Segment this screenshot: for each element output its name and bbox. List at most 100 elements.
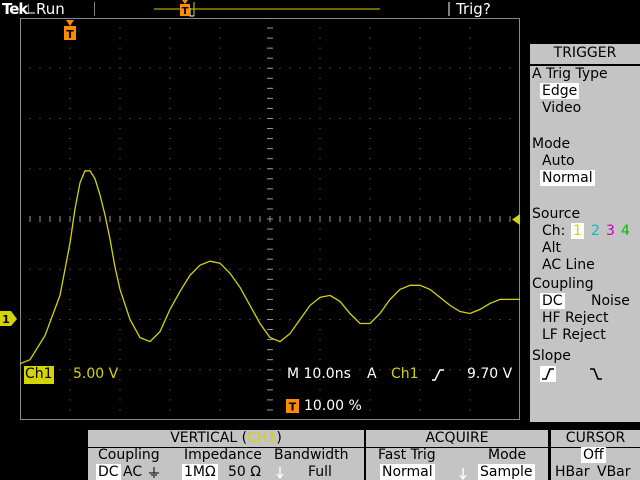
vertical-coupling-ac[interactable]: AC (123, 464, 143, 480)
impedance-button[interactable]: Impedance 1MΩ 50 Ω (180, 447, 272, 480)
slope-rising-option[interactable] (540, 366, 556, 382)
source-channel-1[interactable]: 1 (571, 223, 584, 239)
grid-dot (329, 369, 331, 371)
slope-label: Slope (532, 348, 571, 364)
mode-option-auto[interactable]: Auto (542, 153, 575, 169)
grid-dot (419, 57, 421, 59)
grid-dot (469, 37, 471, 39)
grid-dot (369, 67, 371, 69)
trig-type-option-edge[interactable]: Edge (540, 83, 580, 99)
grid-dot (219, 148, 221, 150)
source-button[interactable]: Source Ch: 1 2 3 4 Alt AC Line (530, 206, 640, 276)
trig-type-label: A Trig Type (532, 66, 608, 82)
trigger-position-readout-icon: T (286, 399, 299, 414)
grid-dot (429, 118, 431, 119)
grid-dot (469, 298, 471, 300)
grid-dot (449, 268, 451, 270)
vertical-coupling-label: Coupling (98, 447, 160, 463)
grid-dot (289, 118, 291, 119)
grid-dot (429, 168, 431, 170)
grid-dot (129, 168, 131, 170)
trig-type-option-video[interactable]: Video (542, 100, 582, 116)
trigger-position-glyph: T (66, 28, 74, 41)
grid-dot (149, 268, 151, 270)
grid-dot (419, 399, 421, 401)
grid-dot (119, 258, 121, 260)
impedance-50[interactable]: 50 Ω (228, 464, 261, 480)
grid-dot (329, 319, 331, 320)
grid-dot (439, 268, 441, 270)
waveform-display[interactable] (20, 18, 520, 420)
cursor-menu-title: CURSOR (565, 430, 626, 446)
grid-dot (169, 288, 171, 290)
grid-dot (279, 268, 281, 270)
grid-dot (319, 148, 321, 150)
trigger-position-marker[interactable]: T (63, 20, 77, 42)
source-channel-3[interactable]: 3 (606, 223, 615, 239)
grid-dot (169, 87, 171, 89)
grid-dot (179, 118, 181, 119)
ch1-ground-marker[interactable]: 1 (0, 311, 18, 327)
grid-dot (459, 319, 461, 320)
grid-dot (419, 178, 421, 180)
coupling-option-hf-reject[interactable]: HF Reject (542, 310, 609, 326)
grid-dot (119, 208, 121, 210)
grid-dot (219, 278, 221, 280)
grid-dot (369, 288, 371, 290)
grid-dot (179, 369, 181, 371)
grid-dot (469, 198, 471, 200)
svg-text:T: T (289, 401, 297, 414)
source-channel-4[interactable]: 4 (621, 223, 630, 239)
grid-dot (319, 359, 321, 361)
timebase-readout: M 10.0ns (287, 366, 351, 382)
grid-dot (20, 118, 21, 119)
coupling-option-lf-reject[interactable]: LF Reject (542, 327, 606, 343)
grid-dot (389, 268, 391, 270)
slope-button[interactable]: Slope (530, 346, 640, 422)
grid-dot (169, 138, 171, 140)
grid-dot (409, 67, 411, 69)
top-status-bar: Tek Run T Trig? (0, 0, 640, 18)
grid-dot (459, 268, 461, 270)
mode-button[interactable]: Mode Auto Normal (530, 136, 640, 206)
grid-dot (69, 148, 71, 150)
grid-dot (149, 369, 151, 371)
mode-option-normal[interactable]: Normal (540, 170, 595, 186)
bandwidth-button[interactable]: Bandwidth Full (272, 447, 364, 480)
grid-dot (219, 107, 221, 109)
impedance-1m[interactable]: 1MΩ (182, 464, 218, 480)
source-option-alt[interactable]: Alt (542, 240, 561, 256)
cursor-hbar[interactable]: HBar (555, 464, 590, 480)
grid-dot (369, 37, 371, 39)
grid-dot (449, 319, 451, 320)
grid-dot (149, 67, 151, 69)
grid-dot (509, 118, 511, 119)
grid-dot (469, 399, 471, 401)
trigger-level-marker[interactable] (511, 214, 521, 226)
grid-dot (369, 369, 371, 371)
grid-dot (319, 288, 321, 290)
coupling-option-dc[interactable]: DC (540, 293, 565, 309)
grid-dot (119, 399, 121, 401)
grid-dot (169, 178, 171, 180)
coupling-button[interactable]: Coupling DC Noise HF Reject LF Reject (530, 276, 640, 346)
grid-dot (319, 37, 321, 39)
vertical-coupling-dc[interactable]: DC (96, 464, 121, 480)
fast-trig-button[interactable]: Fast Trig Normal (374, 447, 458, 480)
ch1-readout-label[interactable]: Ch1 (24, 366, 54, 384)
grid-dot (219, 399, 221, 401)
grid-dot (69, 349, 71, 351)
vertical-coupling-button[interactable]: Coupling DC AC (92, 447, 180, 480)
coupling-option-noise[interactable]: Noise (591, 293, 630, 309)
grid-dot (419, 168, 421, 170)
trig-type-button[interactable]: A Trig Type Edge Video (530, 66, 640, 136)
cursor-button[interactable]: Off HBar VBar (551, 447, 640, 480)
source-option-ac-line[interactable]: AC Line (542, 257, 595, 273)
grid-dot (429, 268, 431, 270)
grid-dot (219, 87, 221, 89)
ground-coupling-icon (149, 467, 159, 478)
acquire-mode-button[interactable]: Mode Sample (474, 447, 548, 480)
source-channel-2[interactable]: 2 (591, 223, 600, 239)
slope-falling-option[interactable] (588, 366, 604, 382)
cursor-vbar[interactable]: VBar (597, 464, 631, 480)
